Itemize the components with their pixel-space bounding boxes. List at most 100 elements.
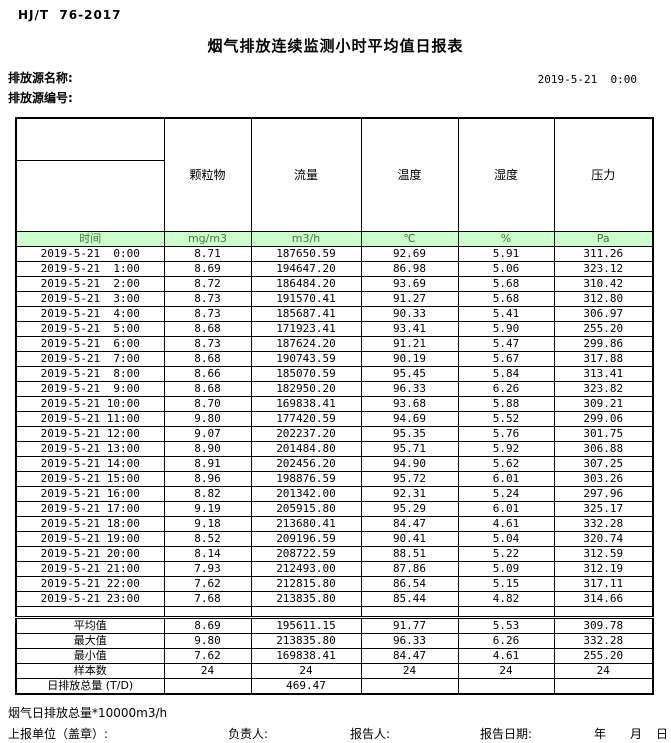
value-cell: 6.01 (457, 471, 555, 487)
signature-row: 上报单位（盖章）: 负责人: 报告人: 报告日期: 年 月 日 (0, 725, 671, 743)
value-cell: 95.72 (360, 471, 459, 487)
corner-split-top (17, 147, 163, 161)
day-label: 日 (656, 727, 669, 741)
value-cell: 4.82 (457, 591, 555, 607)
value-cell: 8.82 (163, 486, 252, 502)
value-cell: 90.41 (360, 531, 459, 547)
value-cell: 5.04 (457, 531, 555, 547)
value-cell: 185687.41 (250, 306, 362, 322)
corner-split-bottom (17, 189, 163, 203)
value-cell: 5.41 (457, 306, 555, 322)
value-cell: 311.26 (553, 246, 654, 262)
value-cell: 306.97 (553, 306, 654, 322)
time-cell: 2019-5-21 17:00 (15, 501, 165, 517)
hourly-average-table: 颗粒物 流量 温度 湿度 压力 时间 mg/m3 m3/h ℃ % Pa 201… (15, 117, 654, 695)
value-cell: 307.25 (553, 456, 654, 472)
summary-value-cell: 255.20 (553, 648, 654, 664)
standard-number: HJ/T 76-2017 (18, 8, 122, 22)
table-row: 2019-5-21 0:00 8.71 187650.59 92.69 5.91 311.… (15, 246, 654, 262)
value-cell: 92.69 (360, 246, 459, 262)
column-header-humidity: 湿度 (457, 117, 555, 232)
value-cell: 5.68 (457, 291, 555, 307)
table-row: 2019-5-21 5:00 8.68 171923.41 93.41 5.90 255.… (15, 321, 654, 337)
spacer-cell (360, 606, 459, 618)
table-row: 2019-5-21 7:00 8.68 190743.59 90.19 5.67 317.… (15, 351, 654, 367)
value-cell: 8.96 (163, 471, 252, 487)
summary-value-cell (360, 678, 459, 695)
summary-label-cell: 日排放总量 (T/D) (15, 678, 165, 695)
unit-pressure: Pa (553, 231, 654, 247)
table-row: 2019-5-21 3:00 8.73 191570.41 91.27 5.68 312.… (15, 291, 654, 307)
value-cell: 87.86 (360, 561, 459, 577)
spacer-cell (553, 606, 654, 618)
value-cell: 320.74 (553, 531, 654, 547)
value-cell: 323.12 (553, 261, 654, 277)
table-row: 2019-5-21 9:00 8.68 182950.20 96.33 6.26 323.… (15, 381, 654, 397)
table-row: 2019-5-21 2:00 8.72 186484.20 93.69 5.68 310.… (15, 276, 654, 292)
value-cell: 93.41 (360, 321, 459, 337)
summary-value-cell: 96.33 (360, 633, 459, 649)
summary-value-cell: 91.77 (360, 616, 459, 634)
value-cell: 5.90 (457, 321, 555, 337)
meta-row: 排放源名称: 2019-5-21 0:00 (8, 69, 637, 86)
value-cell: 86.54 (360, 576, 459, 592)
time-cell: 2019-5-21 13:00 (15, 441, 165, 457)
summary-value-cell: 24 (163, 663, 252, 679)
summary-value-cell: 5.53 (457, 616, 555, 634)
column-header-flow: 流量 (250, 117, 362, 232)
value-cell: 201342.00 (250, 486, 362, 502)
summary-value-cell: 469.47 (250, 678, 362, 695)
value-cell: 5.06 (457, 261, 555, 277)
value-cell: 205915.80 (250, 501, 362, 517)
value-cell: 182950.20 (250, 381, 362, 397)
value-cell: 186484.20 (250, 276, 362, 292)
column-header-temperature: 温度 (360, 117, 459, 232)
table-row: 2019-5-21 8:00 8.66 185070.59 95.45 5.84 313.… (15, 366, 654, 382)
value-cell: 6.01 (457, 501, 555, 517)
value-cell: 312.80 (553, 291, 654, 307)
value-cell: 8.70 (163, 396, 252, 412)
value-cell: 93.68 (360, 396, 459, 412)
summary-label-cell: 平均值 (15, 616, 165, 634)
value-cell: 95.29 (360, 501, 459, 517)
table-row: 2019-5-21 10:00 8.70 169838.41 93.68 5.88 309… (15, 396, 654, 412)
value-cell: 190743.59 (250, 351, 362, 367)
time-cell: 2019-5-21 11:00 (15, 411, 165, 427)
value-cell: 5.88 (457, 396, 555, 412)
value-cell: 95.35 (360, 426, 459, 442)
time-cell: 2019-5-21 19:00 (15, 531, 165, 547)
summary-value-cell: 8.69 (163, 616, 252, 634)
value-cell: 8.66 (163, 366, 252, 382)
value-cell: 94.69 (360, 411, 459, 427)
value-cell: 8.14 (163, 546, 252, 562)
summary-row: 平均值 8.69 195611.15 91.77 5.53 309.78 (15, 616, 654, 634)
value-cell: 8.52 (163, 531, 252, 547)
units-header-row: 时间 mg/m3 m3/h ℃ % Pa (15, 231, 654, 247)
table-row: 2019-5-21 13:00 8.90 201484.80 95.71 5.92 306… (15, 441, 654, 457)
table-row: 2019-5-21 23:00 7.68 213835.80 85.44 4.82 314… (15, 591, 654, 607)
value-cell: 301.75 (553, 426, 654, 442)
time-cell: 2019-5-21 16:00 (15, 486, 165, 502)
value-cell: 9.07 (163, 426, 252, 442)
value-cell: 5.09 (457, 561, 555, 577)
value-cell: 90.33 (360, 306, 459, 322)
value-cell: 5.84 (457, 366, 555, 382)
report-date-label: 报告日期: (480, 727, 533, 741)
summary-value-cell: 309.78 (553, 616, 654, 634)
value-cell: 94.90 (360, 456, 459, 472)
value-cell: 213835.80 (250, 591, 362, 607)
value-cell: 332.28 (553, 516, 654, 532)
unit-temperature: ℃ (360, 231, 459, 247)
value-cell: 213680.41 (250, 516, 362, 532)
value-cell: 7.68 (163, 591, 252, 607)
time-cell: 2019-5-21 20:00 (15, 546, 165, 562)
value-cell: 194647.20 (250, 261, 362, 277)
value-cell: 86.98 (360, 261, 459, 277)
column-header-pressure: 压力 (553, 117, 654, 232)
value-cell: 5.91 (457, 246, 555, 262)
value-cell: 8.72 (163, 276, 252, 292)
value-cell: 95.71 (360, 441, 459, 457)
time-cell: 2019-5-21 15:00 (15, 471, 165, 487)
value-cell: 313.41 (553, 366, 654, 382)
value-cell: 312.19 (553, 561, 654, 577)
